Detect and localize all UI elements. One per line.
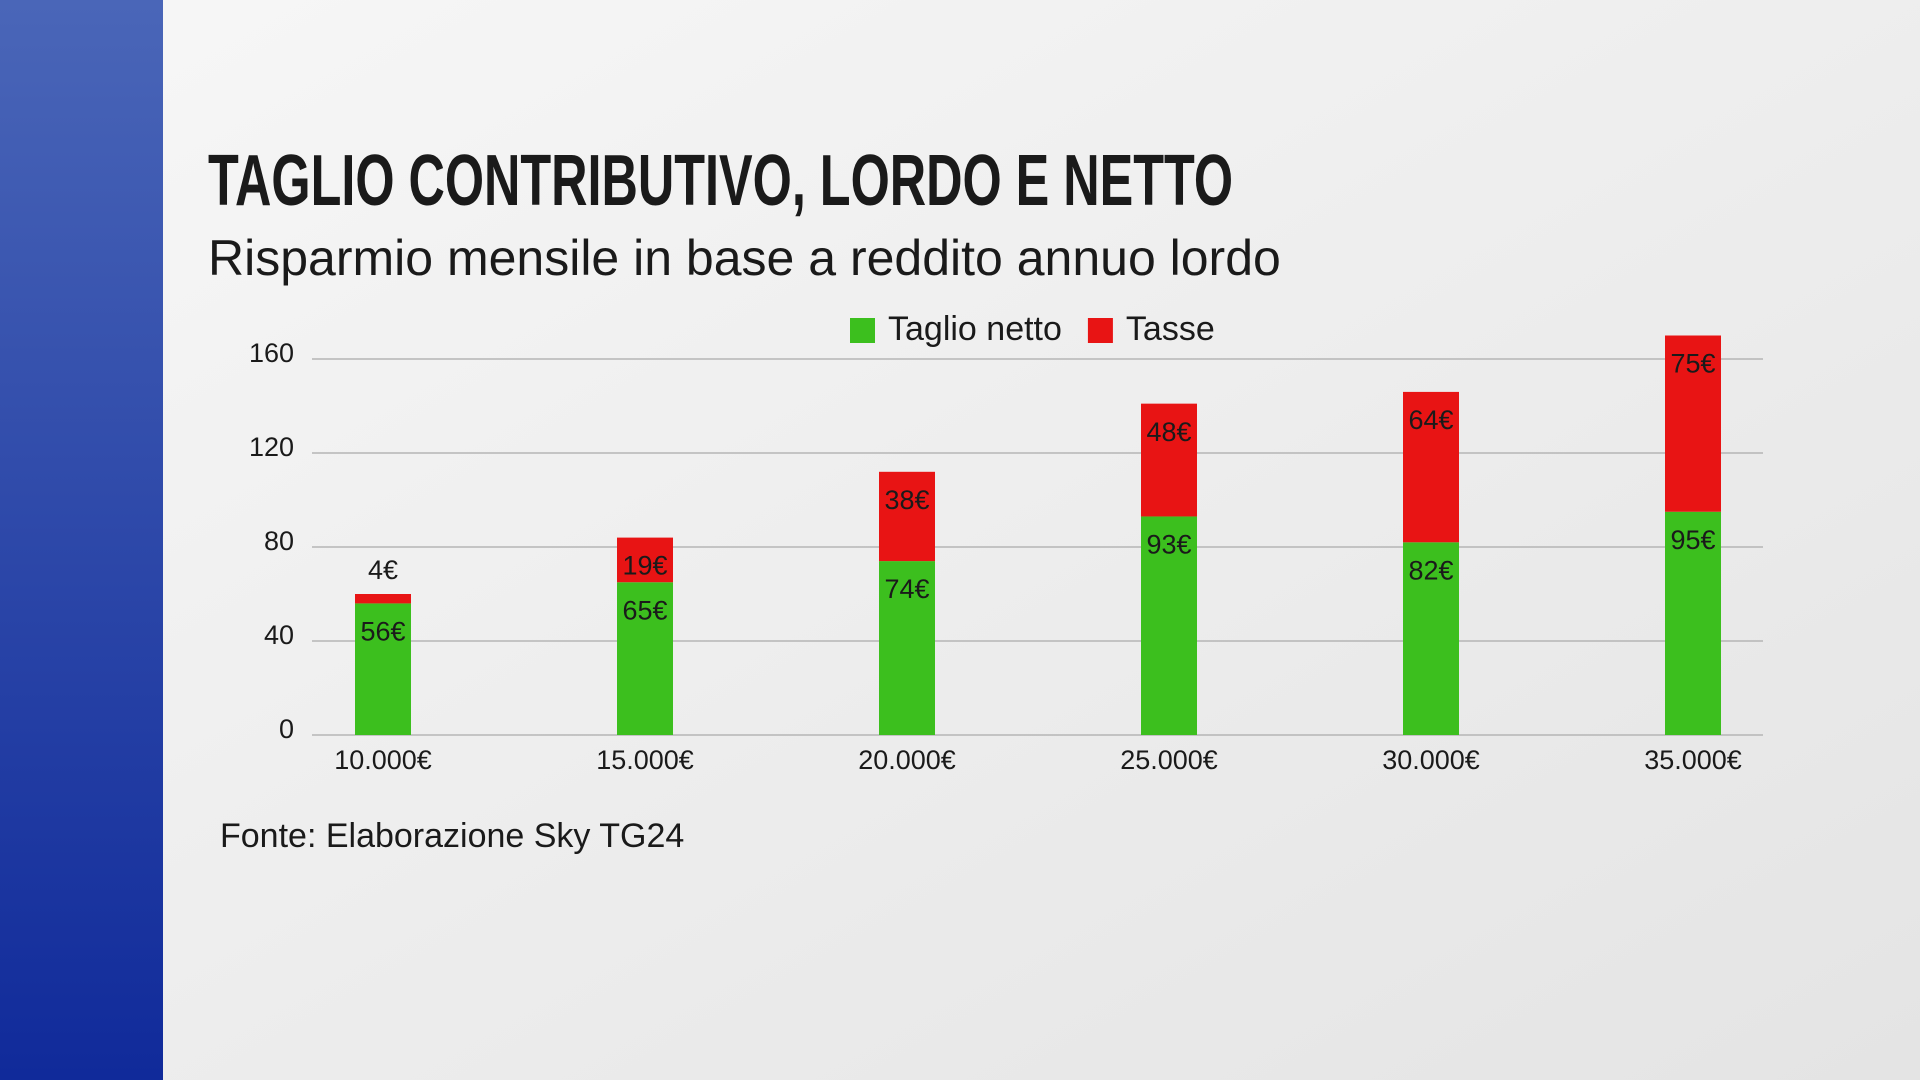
bar-segment [1403,391,1459,543]
y-tick-label: 160 [249,338,294,368]
bar-segment [1141,516,1197,735]
value-label: 75€ [1670,349,1715,379]
x-tick-label: 30.000€ [1382,745,1480,775]
x-tick-label: 20.000€ [858,745,956,775]
bar-segment [1403,542,1459,735]
chart-title: TAGLIO CONTRIBUTIVO, LORDO E NETTO [208,141,1233,221]
value-label: 4€ [368,555,398,585]
bar-segment [355,594,411,604]
bar-segment [617,537,673,583]
value-label: 64€ [1408,405,1453,435]
bar-segment [879,561,935,735]
value-label: 48€ [1146,417,1191,447]
legend-swatch [850,318,875,343]
x-tick-label: 10.000€ [334,745,432,775]
y-tick-label: 0 [279,714,294,744]
value-label: 95€ [1670,525,1715,555]
source: Fonte: Elaborazione Sky TG24 [220,817,684,855]
x-tick-label: 15.000€ [596,745,694,775]
bar-segment [617,582,673,735]
bar-segment [879,471,935,562]
value-label: 82€ [1408,555,1453,585]
legend-label: Taglio netto [888,310,1062,348]
y-tick-label: 40 [264,620,294,650]
bar-segment [1141,403,1197,517]
value-label: 93€ [1146,530,1191,560]
bar-segment [1665,335,1721,512]
value-label: 56€ [360,617,405,647]
value-label: 74€ [884,574,929,604]
bar-segment [1665,511,1721,735]
side-strip [0,0,163,1080]
legend-label: Tasse [1126,310,1215,348]
y-tick-label: 80 [264,526,294,556]
y-tick-label: 120 [249,432,294,462]
x-tick-label: 35.000€ [1644,745,1742,775]
legend-swatch [1087,318,1113,343]
chart-subtitle: Risparmio mensile in base a reddito annu… [208,230,1281,286]
x-tick-label: 25.000€ [1120,745,1218,775]
value-label: 65€ [622,595,667,625]
value-label: 38€ [884,485,929,515]
bar-segment [355,603,411,735]
value-label: 19€ [622,551,667,581]
